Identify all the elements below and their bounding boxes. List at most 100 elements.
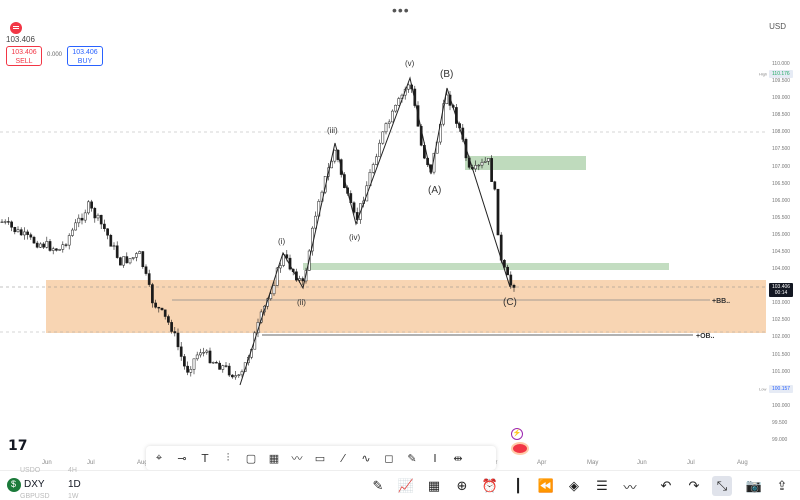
wave-label-B: (B) [440, 69, 453, 80]
candle-body [103, 223, 106, 229]
ghost-tf-2: 1W [68, 493, 79, 500]
layers-icon[interactable]: ◈ [569, 478, 579, 494]
time-tick: Jun [42, 460, 52, 466]
candle-body [493, 181, 497, 190]
candle-body [90, 201, 93, 209]
grid-icon[interactable]: ▦ [268, 451, 280, 465]
candle-body [483, 161, 487, 163]
callout-icon[interactable]: ▭ [314, 451, 326, 465]
candle-body [115, 245, 119, 258]
events-icon[interactable] [511, 442, 529, 455]
candle-body [272, 285, 276, 295]
candle-body [39, 243, 42, 248]
more-menu-button[interactable]: ••• [392, 2, 410, 18]
candle-body [202, 352, 205, 354]
time-tick: Jun [637, 460, 647, 466]
buy-button[interactable]: 103.406 BUY [67, 46, 103, 66]
candle-body [474, 165, 477, 170]
price-tick: 106.000 [772, 197, 791, 204]
symbol-name[interactable]: DXY [24, 479, 45, 490]
indicators-icon[interactable]: 📈 [397, 478, 415, 494]
trend-icon[interactable]: ⁄ [342, 451, 344, 465]
fib-icon[interactable]: ⫶ [226, 451, 230, 464]
date-range-icon[interactable]: ⇹ [453, 451, 463, 465]
candle-body [119, 257, 122, 266]
redo-icon[interactable]: ↷ [688, 478, 700, 494]
last-price-tag: 103.406 00:14 [769, 283, 794, 297]
symbol-flag-icon [10, 22, 22, 34]
timeframe-button[interactable]: 1D [68, 479, 81, 490]
time-tick: Apr [537, 460, 547, 466]
candle-body [61, 244, 65, 250]
candle-body [218, 362, 221, 370]
settings-sliders-icon[interactable]: ☰ [596, 478, 608, 494]
candle-body [26, 231, 29, 235]
candle-body [186, 365, 189, 373]
cursor-icon[interactable]: ⌖ [155, 451, 163, 464]
buy-label: BUY [77, 58, 93, 65]
candle-body [58, 249, 61, 251]
alarm-icon[interactable]: ⏰ [481, 478, 499, 494]
candle-body [67, 235, 71, 246]
candle-body [45, 241, 49, 248]
candle-body [138, 251, 141, 254]
price-tick: 108.000 [772, 129, 791, 136]
price-tick: 105.500 [772, 214, 791, 221]
candle-body [96, 214, 100, 219]
price-chart[interactable]: +BB.. +OB.. (i) (ii) (iii) (iv) (v) (A) … [0, 0, 766, 460]
camera-icon[interactable]: 📷 [745, 478, 763, 494]
candle-body [352, 202, 356, 213]
flash-icon[interactable]: ⚡ [511, 428, 523, 440]
highlighter-icon[interactable]: ✎ [407, 451, 417, 465]
candle-body [77, 217, 81, 224]
line-icon[interactable]: ⊸ [177, 451, 187, 465]
price-tick: 102.000 [772, 334, 791, 341]
price-tick: 105.000 [772, 231, 791, 238]
candle-body [131, 257, 135, 259]
candle-body [394, 104, 397, 112]
ghost-symbol-1: USDO [20, 467, 41, 474]
bb-level-label: +BB.. [712, 298, 730, 305]
last-price-timer: 00:14 [774, 290, 788, 296]
layouts-icon[interactable]: ▦ [427, 478, 441, 494]
candle-body [208, 350, 212, 364]
candle-body [477, 164, 481, 167]
candle-body [371, 164, 375, 173]
path-icon[interactable]: ∿ [361, 451, 371, 465]
candle-body [106, 228, 109, 236]
candle-body [157, 306, 161, 309]
price-range-icon[interactable]: Ⅰ [433, 451, 437, 465]
price-tick: 100.000 [772, 402, 791, 409]
note-icon[interactable]: ◻ [384, 451, 394, 465]
candle-body [112, 245, 116, 247]
share-icon[interactable]: ⇪ [776, 478, 788, 494]
add-icon[interactable]: ⊕ [456, 478, 468, 494]
buy-price: 103.406 [72, 49, 98, 56]
candle-body [221, 365, 225, 370]
text-icon[interactable]: T [201, 451, 209, 465]
sell-button[interactable]: 103.406 SELL [6, 46, 42, 66]
candle-type-icon[interactable]: ┃ [514, 478, 522, 494]
candle-body [314, 215, 317, 229]
candle-body [10, 221, 13, 228]
brush-icon[interactable]: 〰 [291, 452, 303, 465]
rectangle-icon[interactable]: ▢ [245, 451, 257, 465]
sell-label: SELL [15, 58, 33, 65]
elliott-wave-path [239, 76, 511, 386]
candle-body [496, 188, 500, 236]
currency-selector[interactable]: USD [769, 22, 786, 31]
undo-icon[interactable]: ↶ [660, 478, 672, 494]
price-tick: 107.500 [772, 146, 791, 153]
replay-icon[interactable]: ⏪ [537, 478, 555, 494]
compare-icon[interactable]: 〰 [623, 480, 637, 496]
pencil-icon[interactable]: ✎ [372, 478, 384, 494]
candle-body [381, 131, 385, 144]
candle-body [42, 243, 45, 248]
candle-body [503, 260, 506, 268]
header-price: 103.406 [6, 35, 35, 44]
tradingview-logo: 17 [8, 438, 28, 454]
candle-body [391, 110, 394, 123]
candle-body [231, 374, 234, 378]
candle-body [240, 371, 244, 376]
fullscreen-exit-icon[interactable]: ⤡ [712, 476, 732, 496]
